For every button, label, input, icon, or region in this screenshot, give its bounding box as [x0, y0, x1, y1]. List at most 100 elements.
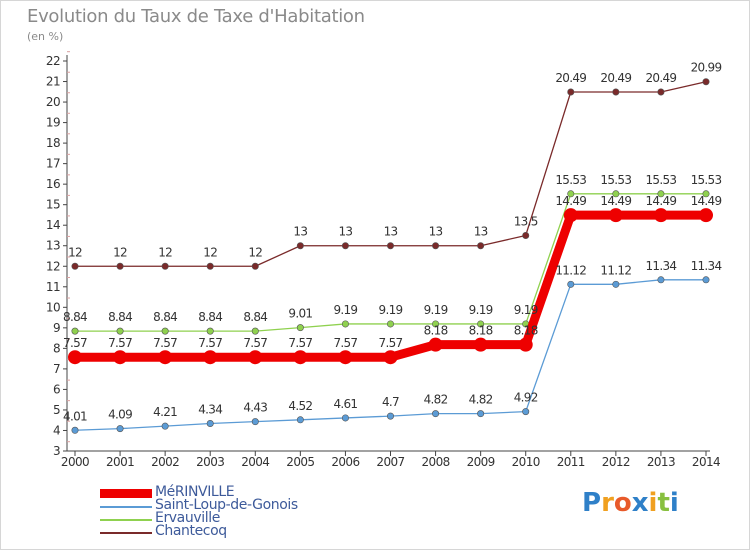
y-tick-label: 16: [46, 177, 60, 191]
data-label: 9.19: [424, 303, 448, 317]
x-tick-label: 2012: [602, 455, 630, 469]
data-point: [477, 242, 485, 250]
data-point: [612, 280, 620, 288]
y-tick-label: 18: [46, 136, 60, 150]
data-point: [113, 350, 128, 365]
logo-letter: r: [601, 488, 614, 518]
data-point: [206, 262, 214, 270]
data-point: [428, 337, 443, 352]
y-tick-label: 5: [53, 403, 60, 417]
data-point: [657, 276, 665, 284]
data-label: 9.19: [514, 303, 538, 317]
proxiti-logo: Proxiti: [582, 488, 679, 518]
y-tick-label: 3: [53, 444, 60, 458]
data-point: [116, 425, 124, 433]
legend-swatch: [100, 519, 152, 521]
data-point: [251, 327, 259, 335]
data-label: 13: [429, 225, 443, 239]
data-point: [699, 208, 713, 223]
data-point: [161, 327, 169, 335]
logo-letter: t: [657, 488, 670, 518]
legend-item: Ervauville: [100, 510, 360, 526]
legend-label: Chantecoq: [155, 523, 227, 539]
data-point: [206, 419, 214, 427]
data-point: [432, 320, 440, 328]
data-point: [116, 262, 124, 270]
data-point: [296, 416, 304, 424]
data-label: 4.7: [382, 395, 399, 409]
data-label: 20.49: [645, 71, 676, 85]
data-point: [68, 350, 82, 365]
data-label: 13.5: [514, 214, 538, 228]
data-label: 12: [113, 245, 127, 259]
y-tick-label: 14: [46, 218, 60, 232]
data-label: 4.43: [243, 401, 267, 415]
x-tick-label: 2013: [647, 455, 675, 469]
data-point: [383, 350, 398, 365]
data-label: 20.49: [555, 71, 586, 85]
data-point: [251, 262, 259, 270]
legend-swatch: [100, 489, 152, 498]
legend-label: MéRINVILLE: [155, 484, 235, 500]
data-point: [657, 190, 665, 198]
data-label: 13: [338, 225, 352, 239]
data-point: [296, 242, 304, 250]
x-tick-label: 2011: [557, 455, 585, 469]
data-label: 8.84: [153, 310, 177, 324]
data-label: 9.19: [333, 303, 357, 317]
data-label: 20.49: [600, 71, 631, 85]
data-label: 15.53: [645, 173, 676, 187]
data-label: 7.57: [288, 336, 312, 350]
data-label: 7.57: [379, 336, 403, 350]
data-point: [338, 350, 353, 365]
data-point: [293, 350, 308, 365]
legend-item: Saint-Loup-de-Gonois: [100, 497, 360, 513]
data-point: [518, 337, 533, 352]
data-label: 4.52: [288, 399, 312, 413]
data-label: 14.49: [555, 194, 586, 208]
data-point: [71, 327, 79, 335]
y-tick-label: 11: [46, 280, 60, 294]
x-tick-label: 2005: [286, 455, 314, 469]
x-tick-label: 2014: [692, 455, 720, 469]
data-point: [341, 242, 349, 250]
data-label: 8.84: [198, 310, 222, 324]
data-point: [477, 320, 485, 328]
data-point: [386, 242, 394, 250]
legend-label: Saint-Loup-de-Gonois: [155, 497, 298, 513]
x-tick-label: 2006: [331, 455, 359, 469]
data-label: 13: [474, 225, 488, 239]
legend-swatch: [100, 532, 152, 534]
y-tick-label: 6: [53, 382, 60, 396]
y-tick-label: 13: [46, 239, 60, 253]
chart-title: Evolution du Taux de Taxe d'Habitation: [27, 6, 365, 27]
data-label: 8.18: [469, 324, 493, 338]
y-tick-label: 17: [46, 157, 60, 171]
data-label: 15.53: [555, 173, 586, 187]
data-label: 4.92: [514, 391, 538, 405]
data-label: 20.99: [691, 61, 722, 75]
data-point: [657, 88, 665, 96]
data-point: [432, 410, 440, 418]
data-point: [206, 327, 214, 335]
chart-subtitle: (en %): [27, 30, 64, 43]
logo-letter: x: [631, 488, 649, 518]
y-tick-label: 12: [46, 259, 60, 273]
data-label: 12: [203, 245, 217, 259]
data-label: 4.01: [63, 409, 87, 423]
data-label: 4.82: [424, 393, 448, 407]
data-label: 14.49: [645, 194, 676, 208]
data-label: 7.57: [198, 336, 222, 350]
data-point: [341, 320, 349, 328]
data-label: 14.49: [600, 194, 631, 208]
x-tick-label: 2008: [422, 455, 450, 469]
data-label: 4.82: [469, 393, 493, 407]
y-tick-label: 8: [53, 341, 60, 355]
data-point: [71, 262, 79, 270]
data-point: [71, 426, 79, 434]
data-label: 13: [293, 225, 307, 239]
data-point: [612, 88, 620, 96]
data-point: [158, 350, 173, 365]
data-label: 12: [68, 245, 82, 259]
data-point: [563, 208, 578, 223]
